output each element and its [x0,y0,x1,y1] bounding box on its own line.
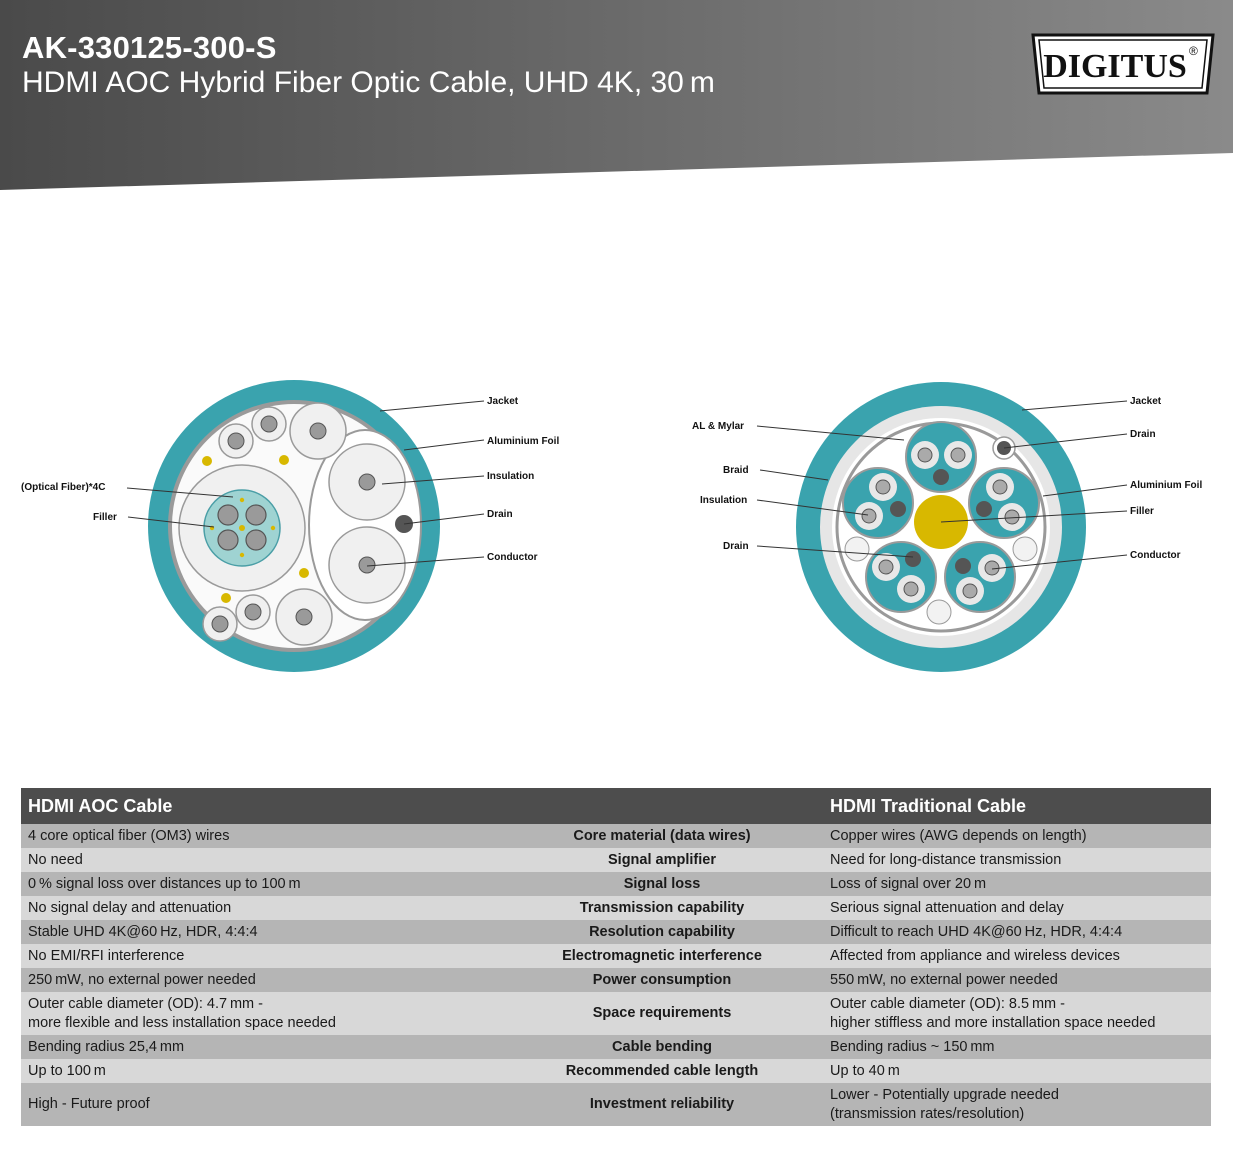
comparison-header-row: HDMI AOC Cable HDMI Traditional Cable [21,788,1211,824]
table-row: High - Future proof Investment reliabilit… [21,1083,1211,1126]
aoc-cell: No need [21,848,501,872]
product-title: HDMI AOC Hybrid Fiber Optic Cable, UHD 4… [22,66,715,99]
aoc-cell: 250 mW, no external power needed [21,968,501,992]
aoc-column-header: HDMI AOC Cable [21,788,501,824]
product-code: AK-330125-300-S [22,30,277,65]
criterion-cell: Core material (data wires) [501,824,823,848]
traditional-cross-section [756,382,1128,672]
aoc-cell: High - Future proof [21,1083,501,1126]
cable-cross-sections: Jacket Aluminium Foil Insulation Drain C… [21,380,1202,672]
digitus-logo: DIGITUS ® [1031,33,1215,95]
aoc-cell: Stable UHD 4K@60 Hz, HDR, 4:4:4 [21,920,501,944]
traditional-cell: Copper wires (AWG depends on length) [823,824,1211,848]
traditional-cell: Affected from appliance and wireless dev… [823,944,1211,968]
aoc-label-filler: Filler [93,512,117,523]
aoc-cell: 4 core optical fiber (OM3) wires [21,824,501,848]
traditional-cell: Need for long-distance transmission [823,848,1211,872]
aoc-cell: No EMI/RFI interference [21,944,501,968]
table-row: No EMI/RFI interference Electromagnetic i… [21,944,1211,968]
trad-label-jacket: Jacket [1130,396,1162,407]
criterion-cell: Electromagnetic interference [501,944,823,968]
trad-label-conductor: Conductor [1130,550,1181,561]
table-row: 250 mW, no external power needed Power co… [21,968,1211,992]
traditional-cell: 550 mW, no external power needed [823,968,1211,992]
table-row: Up to 100 m Recommended cable length Up to… [21,1059,1211,1083]
comparison-body: 4 core optical fiber (OM3) wires Core mat… [21,824,1211,1126]
aoc-cell: Bending radius 25,4 mm [21,1035,501,1059]
brand-name: DIGITUS [1043,48,1187,85]
table-row: Outer cable diameter (OD): 4.7 mm - more … [21,992,1211,1035]
traditional-cell: Bending radius ~ 150 mm [823,1035,1211,1059]
trad-label-aluminium-foil: Aluminium Foil [1130,480,1202,491]
aoc-cross-section [126,380,485,672]
aoc-label-insulation: Insulation [487,471,534,482]
brand-registered-mark: ® [1189,44,1198,58]
table-row: 4 core optical fiber (OM3) wires Core mat… [21,824,1211,848]
table-row: No need Signal amplifier Need for long-dis… [21,848,1211,872]
aoc-label-conductor: Conductor [487,552,538,563]
traditional-cell: Loss of signal over 20 m [823,872,1211,896]
aoc-label-aluminium-foil: Aluminium Foil [487,436,559,447]
criterion-cell: Transmission capability [501,896,823,920]
criterion-cell: Cable bending [501,1035,823,1059]
aoc-cell: No signal delay and attenuation [21,896,501,920]
aoc-label-optical-fiber: (Optical Fiber)*4C [21,482,105,493]
trad-label-filler: Filler [1130,506,1154,517]
criterion-cell: Recommended cable length [501,1059,823,1083]
traditional-labels: Jacket Drain Aluminium Foil Filler Condu… [692,396,1202,561]
aoc-cell: 0 % signal loss over distances up to 100… [21,872,501,896]
table-row: Bending radius 25,4 mm Cable bending Bendi… [21,1035,1211,1059]
table-row: No signal delay and attenuation Transmiss… [21,896,1211,920]
criterion-cell: Space requirements [501,992,823,1035]
trad-label-insulation: Insulation [700,495,747,506]
aoc-cell: Up to 100 m [21,1059,501,1083]
aoc-label-drain: Drain [487,509,513,520]
criterion-column-header [501,788,823,824]
aoc-cell: Outer cable diameter (OD): 4.7 mm - more … [21,992,501,1035]
trad-label-drain-left: Drain [723,541,749,552]
table-row: Stable UHD 4K@60 Hz, HDR, 4:4:4 Resolutio… [21,920,1211,944]
traditional-cell: Serious signal attenuation and delay [823,896,1211,920]
criterion-cell: Signal loss [501,872,823,896]
comparison-table: HDMI AOC Cable HDMI Traditional Cable 4 … [21,788,1211,1126]
criterion-cell: Power consumption [501,968,823,992]
traditional-bundles [842,421,1040,613]
traditional-cell: Up to 40 m [823,1059,1211,1083]
traditional-cell: Lower - Potentially upgrade needed (trans… [823,1083,1211,1126]
trad-label-al-mylar: AL & Mylar [692,421,744,432]
traditional-column-header: HDMI Traditional Cable [823,788,1211,824]
criterion-cell: Resolution capability [501,920,823,944]
criterion-cell: Signal amplifier [501,848,823,872]
aoc-label-jacket: Jacket [487,396,519,407]
table-row: 0 % signal loss over distances up to 100… [21,872,1211,896]
criterion-cell: Investment reliability [501,1083,823,1126]
header-band [0,0,1233,190]
traditional-cell: Outer cable diameter (OD): 8.5 mm - highe… [823,992,1211,1035]
trad-label-braid: Braid [723,465,749,476]
traditional-cell: Difficult to reach UHD 4K@60 Hz, HDR, 4:… [823,920,1211,944]
aoc-labels: Jacket Aluminium Foil Insulation Drain C… [21,396,559,563]
trad-label-drain-top: Drain [1130,429,1156,440]
